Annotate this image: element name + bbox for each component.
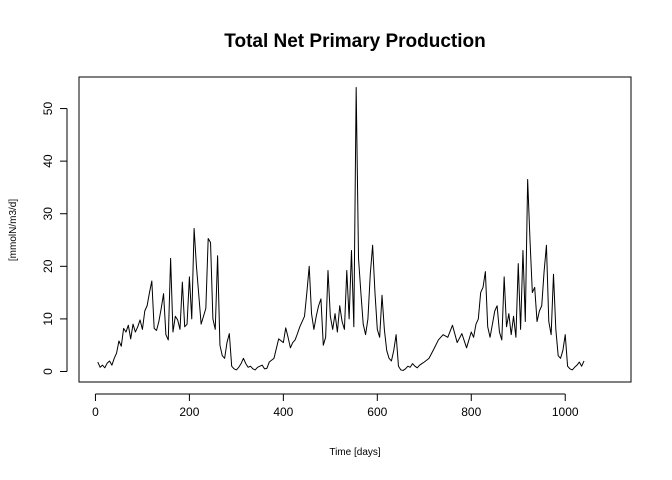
x-tick-label-0: 0	[92, 405, 99, 419]
y-tick-label-40: 40	[41, 154, 55, 168]
y-tick-label-0: 0	[41, 368, 55, 375]
x-tick-label-1000: 1000	[552, 405, 579, 419]
x-tick-label-600: 600	[367, 405, 387, 419]
x-tick-label-400: 400	[273, 405, 293, 419]
chart-title: Total Net Primary Production	[224, 31, 485, 52]
x-tick-label-800: 800	[461, 405, 481, 419]
y-tick-label-20: 20	[41, 259, 55, 273]
x-tick-label-200: 200	[179, 405, 199, 419]
x-axis-label: Time [days]	[329, 447, 381, 458]
y-tick-label-10: 10	[41, 312, 55, 326]
series-line-0	[97, 87, 585, 371]
y-tick-label-50: 50	[41, 102, 55, 116]
y-tick-label-30: 30	[41, 207, 55, 221]
plot-area-frame	[78, 76, 632, 383]
y-axis-label: [mmolN/m3/d]	[8, 199, 19, 261]
